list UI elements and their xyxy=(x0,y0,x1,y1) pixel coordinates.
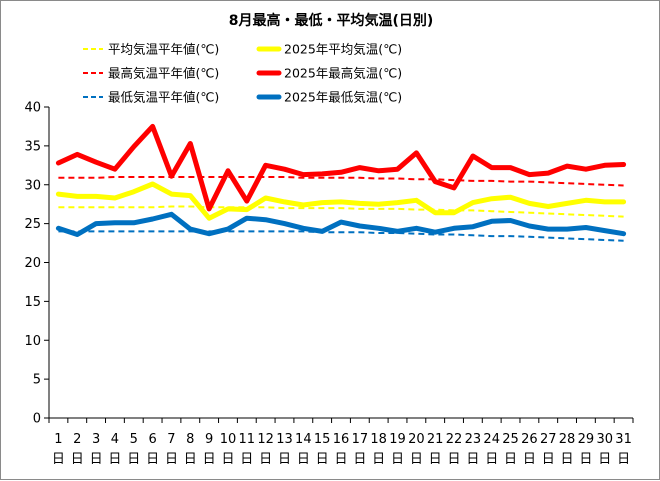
x-tick-suffix: 日 xyxy=(52,452,65,467)
x-tick-suffix: 日 xyxy=(221,452,234,467)
y-tick-label: 35 xyxy=(24,139,41,154)
x-tick-label: 12 xyxy=(257,432,274,447)
x-tick-label: 26 xyxy=(521,432,538,447)
x-tick-suffix: 日 xyxy=(391,452,404,467)
x-tick-label: 22 xyxy=(446,432,463,447)
x-tick-label: 14 xyxy=(295,432,312,447)
y-tick-label: 0 xyxy=(33,412,41,427)
x-tick-suffix: 日 xyxy=(240,452,253,467)
x-tick-label: 13 xyxy=(276,432,293,447)
x-tick-suffix: 日 xyxy=(334,452,347,467)
x-tick-suffix: 日 xyxy=(523,452,536,467)
x-tick-label: 24 xyxy=(483,432,500,447)
x-tick-label: 30 xyxy=(596,432,613,447)
y-tick-label: 20 xyxy=(24,256,41,271)
normal-series-line-0 xyxy=(58,205,624,218)
x-tick-suffix: 日 xyxy=(466,452,479,467)
x-tick-suffix: 日 xyxy=(165,452,178,467)
x-tick-label: 1 xyxy=(54,432,62,447)
x-tick-suffix: 日 xyxy=(184,452,197,467)
x-tick-suffix: 日 xyxy=(90,452,103,467)
x-tick-suffix: 日 xyxy=(259,452,272,467)
x-tick-suffix: 日 xyxy=(71,452,84,467)
x-tick-suffix: 日 xyxy=(372,452,385,467)
x-tick-label: 10 xyxy=(220,432,237,447)
x-tick-suffix: 日 xyxy=(542,452,555,467)
x-tick-label: 9 xyxy=(205,432,213,447)
x-tick-suffix: 日 xyxy=(127,452,140,467)
legend-label-4: 2025年最高気温(℃) xyxy=(284,66,402,81)
x-tick-suffix: 日 xyxy=(203,452,216,467)
normal-series-line-1 xyxy=(58,176,624,187)
y-tick-label: 5 xyxy=(33,373,41,388)
normal-series-line-2 xyxy=(58,230,624,242)
legend-label-0: 平均気温平年値(℃) xyxy=(108,42,219,57)
series-layer xyxy=(55,123,627,242)
x-tick-label: 6 xyxy=(148,432,156,447)
x-tick-label: 31 xyxy=(615,432,632,447)
x-tick-suffix: 日 xyxy=(278,452,291,467)
legend-label-2: 最低気温平年値(℃) xyxy=(108,90,219,105)
y-tick-label: 40 xyxy=(24,101,41,116)
x-tick-label: 15 xyxy=(314,432,331,447)
x-tick-suffix: 日 xyxy=(410,452,423,467)
series-line-4 xyxy=(55,123,627,212)
x-tick-suffix: 日 xyxy=(485,452,498,467)
x-tick-suffix: 日 xyxy=(316,452,329,467)
x-tick-label: 8 xyxy=(186,432,194,447)
legend-label-3: 2025年平均気温(℃) xyxy=(284,42,402,57)
series-line-5 xyxy=(55,211,627,237)
x-tick-label: 25 xyxy=(502,432,519,447)
y-tick-label: 10 xyxy=(24,334,41,349)
x-tick-suffix: 日 xyxy=(448,452,461,467)
x-tick-label: 28 xyxy=(559,432,576,447)
x-tick-label: 19 xyxy=(389,432,406,447)
chart-title: 8月最高・最低・平均気温(日別) xyxy=(229,12,434,29)
x-tick-suffix: 日 xyxy=(617,452,630,467)
legend: 平均気温平年値(℃) 最高気温平年値(℃) 最低気温平年値(℃) 2025年平均気温(… xyxy=(83,42,402,105)
x-tick-suffix: 日 xyxy=(561,452,574,467)
axes: 05101520253035401日2日3日4日5日6日7日8日9日10日11日… xyxy=(24,101,634,467)
legend-label-1: 最高気温平年値(℃) xyxy=(108,66,219,81)
x-tick-suffix: 日 xyxy=(579,452,592,467)
x-tick-suffix: 日 xyxy=(429,452,442,467)
x-tick-label: 3 xyxy=(92,432,100,447)
x-tick-label: 20 xyxy=(408,432,425,447)
x-tick-label: 29 xyxy=(578,432,595,447)
x-tick-label: 7 xyxy=(167,432,175,447)
y-tick-label: 25 xyxy=(24,217,41,232)
x-tick-label: 5 xyxy=(130,432,138,447)
legend-label-5: 2025年最低気温(℃) xyxy=(284,90,402,105)
x-tick-label: 23 xyxy=(465,432,482,447)
y-tick-label: 15 xyxy=(24,295,41,310)
x-tick-label: 27 xyxy=(540,432,557,447)
x-tick-label: 2 xyxy=(73,432,81,447)
x-tick-label: 4 xyxy=(111,432,119,447)
x-tick-label: 21 xyxy=(427,432,444,447)
x-tick-label: 16 xyxy=(333,432,350,447)
series-line-3 xyxy=(55,181,627,221)
x-tick-suffix: 日 xyxy=(353,452,366,467)
x-tick-suffix: 日 xyxy=(297,452,310,467)
x-tick-suffix: 日 xyxy=(598,452,611,467)
x-tick-suffix: 日 xyxy=(108,452,121,467)
x-tick-label: 18 xyxy=(370,432,387,447)
x-tick-label: 11 xyxy=(239,432,256,447)
x-tick-suffix: 日 xyxy=(146,452,159,467)
y-tick-label: 30 xyxy=(24,178,41,193)
x-tick-suffix: 日 xyxy=(504,452,517,467)
x-tick-label: 17 xyxy=(352,432,369,447)
